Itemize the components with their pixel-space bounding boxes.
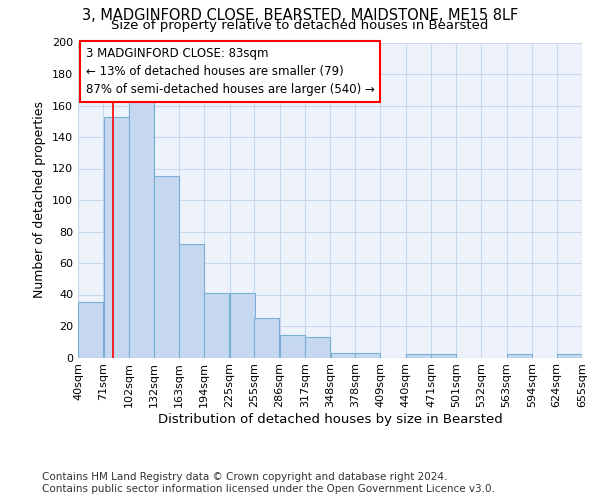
- X-axis label: Distribution of detached houses by size in Bearsted: Distribution of detached houses by size …: [158, 413, 502, 426]
- Bar: [230, 293, 255, 358]
- Bar: [280, 336, 305, 357]
- Bar: [355, 353, 380, 358]
- Y-axis label: Number of detached properties: Number of detached properties: [34, 102, 46, 298]
- Text: 3 MADGINFORD CLOSE: 83sqm
← 13% of detached houses are smaller (79)
87% of semi-: 3 MADGINFORD CLOSE: 83sqm ← 13% of detac…: [86, 47, 374, 96]
- Bar: [179, 244, 204, 358]
- Text: 3, MADGINFORD CLOSE, BEARSTED, MAIDSTONE, ME15 8LF: 3, MADGINFORD CLOSE, BEARSTED, MAIDSTONE…: [82, 8, 518, 22]
- Bar: [254, 318, 280, 358]
- Bar: [331, 353, 356, 358]
- Bar: [78, 302, 103, 358]
- Bar: [104, 116, 128, 358]
- Bar: [507, 354, 532, 358]
- Bar: [557, 354, 582, 358]
- Bar: [154, 176, 179, 358]
- Bar: [406, 354, 431, 358]
- Bar: [431, 354, 457, 358]
- Bar: [205, 293, 229, 358]
- Bar: [129, 101, 154, 357]
- Text: Size of property relative to detached houses in Bearsted: Size of property relative to detached ho…: [112, 19, 488, 32]
- Text: Contains HM Land Registry data © Crown copyright and database right 2024.
Contai: Contains HM Land Registry data © Crown c…: [42, 472, 495, 494]
- Bar: [305, 337, 330, 357]
